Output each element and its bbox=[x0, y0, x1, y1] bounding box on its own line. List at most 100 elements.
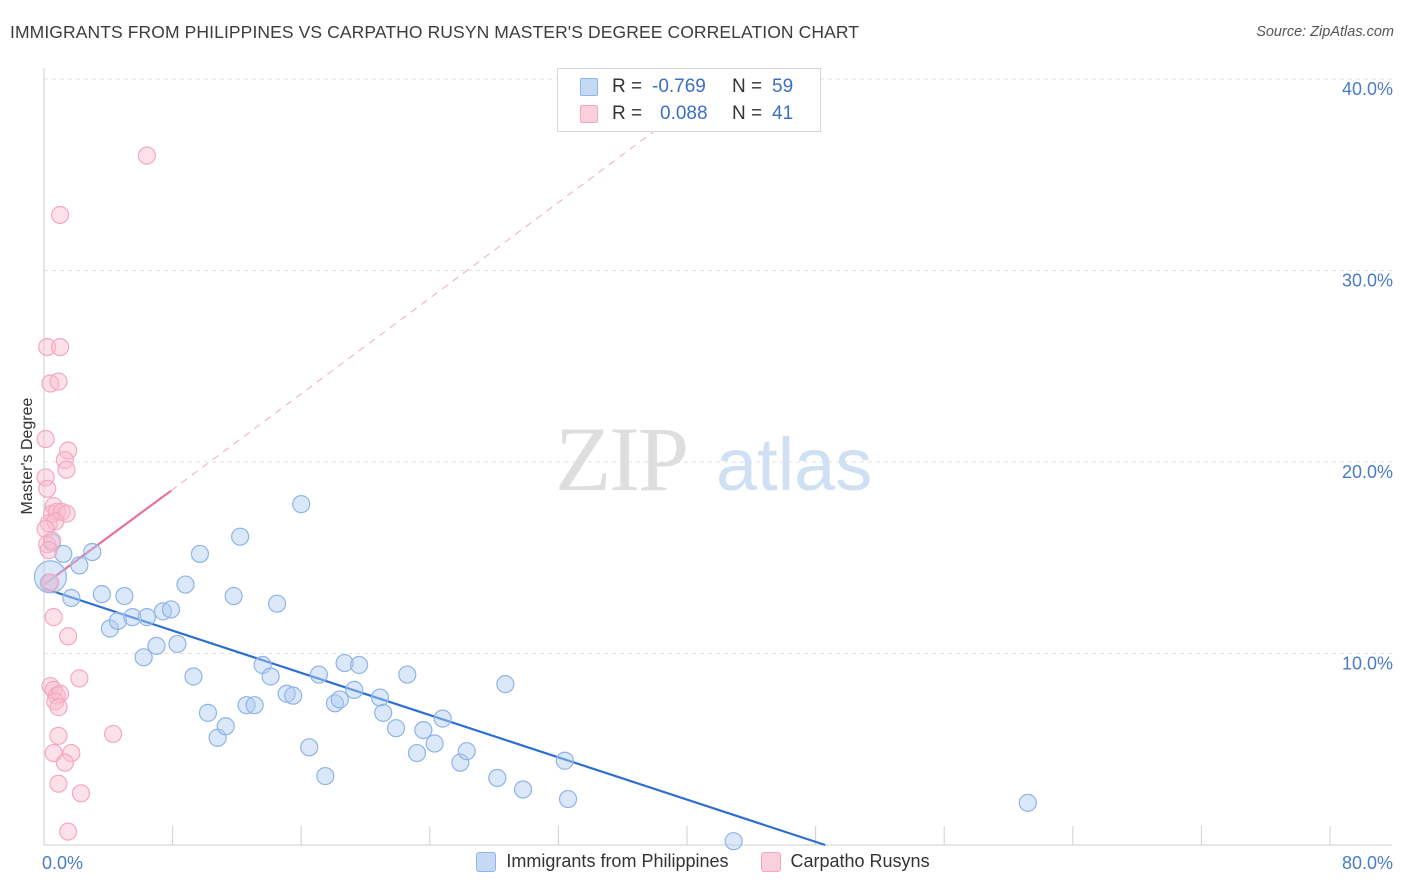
tick-labels: 10.0% 20.0% 30.0% 40.0% 0.0% 80.0% bbox=[42, 79, 1393, 873]
data-point-philippines bbox=[558, 789, 578, 809]
data-point-philippines bbox=[292, 495, 311, 514]
data-point-philippines bbox=[370, 688, 390, 707]
data-point-philippines bbox=[134, 648, 153, 667]
data-point-philippines bbox=[433, 709, 452, 728]
data-points bbox=[33, 146, 1037, 851]
legend-swatch-philippines bbox=[580, 78, 598, 96]
data-point-carpatho bbox=[137, 146, 156, 165]
data-point-carpatho bbox=[41, 573, 60, 592]
data-point-carpatho bbox=[59, 822, 78, 841]
data-point-philippines bbox=[190, 544, 210, 564]
data-point-philippines bbox=[349, 655, 369, 675]
data-point-philippines bbox=[555, 751, 574, 770]
data-point-carpatho bbox=[59, 627, 78, 646]
data-point-carpatho bbox=[57, 460, 76, 479]
legend-n-label: N = bbox=[732, 76, 763, 97]
data-point-carpatho bbox=[50, 338, 70, 357]
data-point-philippines bbox=[345, 680, 364, 699]
data-point-carpatho bbox=[62, 743, 81, 763]
legend-r-value: -0.769 bbox=[652, 76, 706, 97]
data-point-philippines bbox=[245, 696, 264, 715]
series-swatch-carpatho bbox=[760, 851, 781, 872]
legend-r-label: R = bbox=[612, 103, 643, 124]
data-point-philippines bbox=[123, 608, 142, 627]
data-point-carpatho bbox=[55, 753, 74, 772]
legend-r-label: R = bbox=[612, 76, 643, 97]
data-point-philippines bbox=[231, 527, 250, 546]
data-point-philippines bbox=[451, 753, 470, 772]
legend-n-label: N = bbox=[732, 103, 763, 124]
series-swatch-philippines bbox=[476, 851, 497, 872]
data-point-philippines bbox=[137, 608, 156, 627]
data-point-philippines bbox=[261, 667, 280, 686]
y-tick-label: 40.0% bbox=[1342, 79, 1393, 99]
y-tick-label: 10.0% bbox=[1342, 654, 1393, 674]
data-point-carpatho bbox=[49, 698, 68, 717]
data-point-philippines bbox=[92, 585, 111, 604]
data-point-philippines bbox=[147, 636, 166, 655]
data-point-carpatho bbox=[39, 540, 58, 560]
data-point-carpatho bbox=[36, 519, 55, 539]
data-point-philippines bbox=[54, 544, 73, 564]
data-point-carpatho bbox=[71, 784, 91, 803]
data-point-carpatho bbox=[59, 441, 78, 460]
data-point-philippines bbox=[335, 653, 354, 673]
data-point-carpatho bbox=[44, 608, 63, 627]
data-point-philippines bbox=[496, 675, 515, 694]
data-point-philippines bbox=[425, 734, 444, 753]
series-legend-philippines: Immigrants from Philippines bbox=[476, 851, 729, 872]
data-point-philippines bbox=[414, 720, 433, 740]
data-point-carpatho bbox=[38, 338, 57, 357]
series-legend-carpatho: Carpatho Rusyns bbox=[760, 851, 930, 872]
source-label: Source: ZipAtlas.com bbox=[1256, 24, 1394, 40]
data-point-philippines bbox=[83, 542, 102, 562]
x-tick-label: 80.0% bbox=[1342, 853, 1393, 873]
data-point-carpatho bbox=[50, 205, 70, 225]
legend-swatch-carpatho bbox=[580, 105, 598, 123]
data-point-philippines bbox=[267, 594, 287, 613]
data-point-carpatho bbox=[46, 692, 65, 711]
data-point-philippines bbox=[309, 665, 328, 684]
data-point-philippines bbox=[62, 588, 81, 608]
axes bbox=[43, 68, 1392, 846]
data-point-philippines bbox=[398, 665, 417, 684]
legend-row-carpatho: R = 0.088 N = 41 bbox=[580, 101, 793, 127]
data-point-carpatho bbox=[46, 512, 65, 531]
data-point-philippines bbox=[724, 832, 743, 851]
data-point-philippines bbox=[198, 703, 218, 722]
data-point-philippines bbox=[108, 611, 128, 631]
data-point-philippines bbox=[1018, 793, 1037, 812]
trend-line-carpatho bbox=[43, 489, 172, 586]
legend-row-philippines: R = -0.769 N = 59 bbox=[580, 74, 793, 100]
series-name-carpatho: Carpatho Rusyns bbox=[790, 851, 930, 871]
legend-r-value: 0.088 bbox=[660, 103, 708, 124]
watermark-atlas: atlas bbox=[716, 423, 872, 506]
data-point-carpatho bbox=[36, 429, 55, 449]
data-point-philippines bbox=[70, 556, 89, 575]
legend-n-value: 59 bbox=[772, 76, 794, 97]
data-point-philippines bbox=[513, 780, 533, 799]
data-point-philippines bbox=[316, 766, 335, 786]
series-name-philippines: Immigrants from Philippines bbox=[506, 851, 729, 871]
legend-n-value: 41 bbox=[772, 103, 794, 124]
data-point-carpatho bbox=[39, 514, 58, 533]
data-point-philippines bbox=[224, 586, 243, 606]
gridlines bbox=[44, 78, 1392, 654]
y-axis-label: Master's Degree bbox=[19, 397, 36, 514]
data-point-philippines bbox=[216, 717, 235, 736]
data-point-carpatho bbox=[36, 468, 55, 487]
data-point-carpatho bbox=[104, 724, 123, 744]
data-point-philippines bbox=[488, 768, 507, 788]
data-point-philippines bbox=[374, 703, 393, 722]
watermark-zip: ZIP bbox=[555, 408, 687, 510]
data-point-carpatho bbox=[49, 774, 68, 793]
trend-extension-carpatho bbox=[170, 130, 656, 492]
data-point-philippines bbox=[168, 634, 187, 654]
data-point-carpatho bbox=[42, 531, 62, 550]
data-point-philippines bbox=[115, 586, 134, 606]
data-point-philippines bbox=[184, 667, 203, 686]
y-tick-label: 20.0% bbox=[1342, 462, 1393, 482]
y-tick-label: 30.0% bbox=[1342, 271, 1393, 291]
data-point-philippines bbox=[386, 719, 406, 738]
